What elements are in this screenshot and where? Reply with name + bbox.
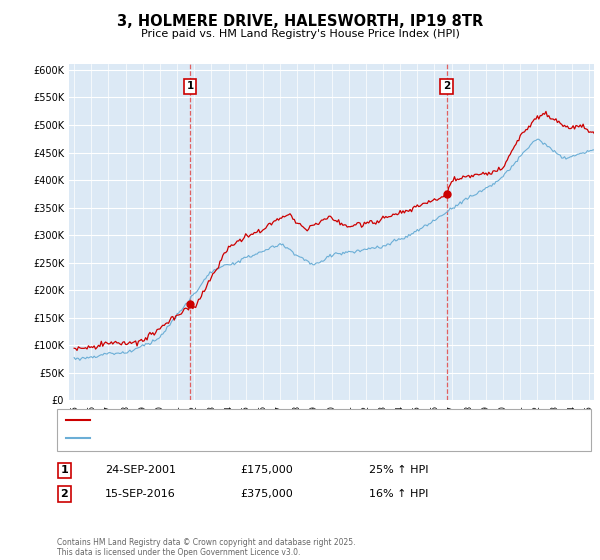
Text: 3, HOLMERE DRIVE, HALESWORTH, IP19 8TR: 3, HOLMERE DRIVE, HALESWORTH, IP19 8TR (117, 14, 483, 29)
Text: Contains HM Land Registry data © Crown copyright and database right 2025.
This d: Contains HM Land Registry data © Crown c… (57, 538, 355, 557)
Text: £175,000: £175,000 (240, 465, 293, 475)
Text: 3, HOLMERE DRIVE, HALESWORTH, IP19 8TR (detached house): 3, HOLMERE DRIVE, HALESWORTH, IP19 8TR (… (96, 415, 403, 425)
Text: HPI: Average price, detached house, East Suffolk: HPI: Average price, detached house, East… (96, 433, 335, 444)
Text: 1: 1 (61, 465, 68, 475)
Text: 15-SEP-2016: 15-SEP-2016 (105, 489, 176, 499)
Text: £375,000: £375,000 (240, 489, 293, 499)
Text: 1: 1 (187, 81, 194, 91)
Text: 2: 2 (443, 81, 450, 91)
Text: 2: 2 (61, 489, 68, 499)
Text: 24-SEP-2001: 24-SEP-2001 (105, 465, 176, 475)
Text: 25% ↑ HPI: 25% ↑ HPI (369, 465, 428, 475)
Text: 16% ↑ HPI: 16% ↑ HPI (369, 489, 428, 499)
Text: Price paid vs. HM Land Registry's House Price Index (HPI): Price paid vs. HM Land Registry's House … (140, 29, 460, 39)
